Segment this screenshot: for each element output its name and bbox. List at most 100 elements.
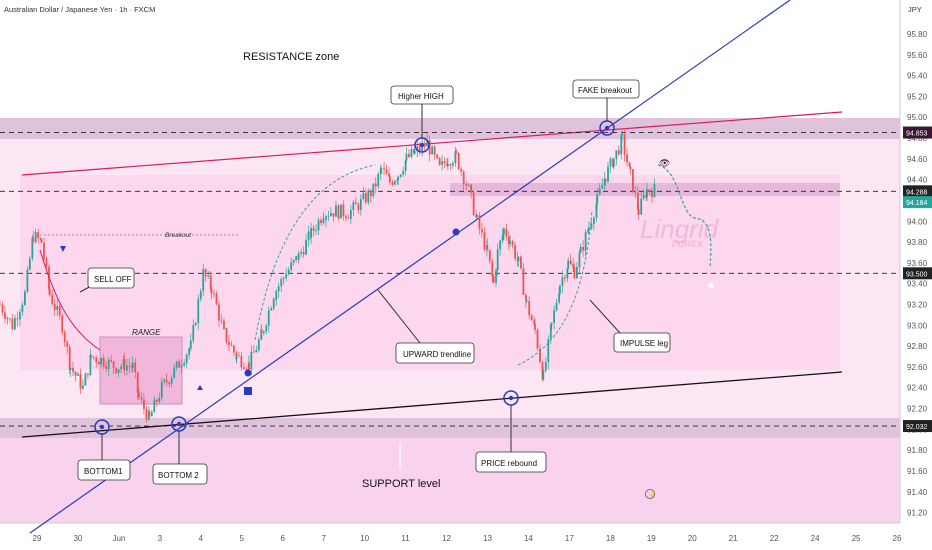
candle-body — [530, 315, 533, 321]
candle-body — [626, 154, 628, 163]
candle-body — [233, 345, 235, 353]
candle-body — [189, 340, 192, 349]
candle-body — [423, 143, 426, 147]
candle-body — [153, 399, 156, 413]
lightning-event-icon[interactable] — [645, 489, 655, 499]
candle-body — [509, 241, 512, 244]
candle-body — [472, 192, 475, 216]
candle-body — [183, 362, 186, 366]
annotation-sell-off: SELL OFF — [94, 275, 132, 284]
candle-body — [287, 270, 290, 274]
x-tick-label: 24 — [811, 534, 820, 543]
candle-body — [69, 367, 72, 370]
candle-body — [285, 273, 288, 277]
candle-body — [634, 191, 637, 193]
level-price-tag — [903, 420, 932, 433]
candle-body — [488, 249, 491, 262]
candle-body — [148, 410, 151, 417]
candle-body — [569, 260, 572, 265]
candle-body — [220, 320, 223, 322]
currency-label: JPY — [908, 5, 922, 14]
candle-body — [567, 260, 570, 269]
candle-body — [245, 368, 248, 370]
candle-body — [483, 232, 486, 250]
candle-body — [45, 258, 48, 267]
candle-body — [352, 202, 355, 210]
candle-body — [393, 181, 396, 185]
event-marker-icon[interactable] — [286, 107, 296, 117]
candle-body — [180, 365, 183, 368]
candle-body — [23, 291, 26, 305]
candle-body — [242, 367, 245, 369]
level-price-label: 93.500 — [906, 271, 928, 278]
candle-body — [501, 234, 504, 241]
y-tick-label: 94.40 — [907, 176, 928, 185]
candle-body — [572, 264, 575, 268]
candle-body — [257, 339, 260, 351]
y-tick-label: 91.80 — [907, 446, 928, 455]
lightning-glyph-icon: ⚡ — [648, 491, 655, 499]
candle-body — [465, 183, 468, 186]
candle-body — [128, 365, 131, 367]
x-tick-labels: 29 30 Jun 3 4 5 6 7 10 11 12 13 14 17 18 19 20 21 22 24 25 26 — [33, 534, 902, 543]
candle-body — [305, 239, 307, 255]
level-price-tag — [903, 267, 932, 280]
candle-body — [61, 315, 64, 333]
candle-body — [433, 146, 436, 155]
y-tick-label: 94.80 — [907, 134, 928, 143]
candle-body — [215, 293, 218, 305]
candle-body — [202, 278, 205, 292]
candle-body — [158, 397, 161, 402]
candle-body — [426, 140, 429, 147]
candle-body — [194, 323, 197, 326]
candle-body — [520, 256, 522, 269]
candle-body — [90, 354, 93, 357]
candle-body — [534, 324, 536, 330]
candle-body — [74, 371, 77, 376]
candle-body — [282, 277, 285, 280]
candle-body — [542, 370, 545, 380]
x-tick-label: 20 — [688, 534, 697, 543]
candle-body — [84, 373, 87, 386]
candle-body — [240, 355, 243, 368]
rally-arrow-1 — [254, 164, 376, 341]
candle-body — [250, 351, 253, 370]
candle-body — [237, 355, 240, 357]
candle-body — [112, 361, 115, 368]
candle-body — [53, 304, 56, 310]
annotation-labels: RESISTANCE zone Higher HIGH FAKE breakou… — [77, 51, 671, 490]
candle-body — [536, 329, 539, 349]
candle-body — [418, 146, 421, 151]
candle-body — [374, 183, 377, 187]
candle-body — [322, 218, 325, 221]
candle-body — [87, 373, 89, 376]
candle-body — [247, 362, 250, 370]
candle-body — [163, 379, 166, 382]
candle-body — [522, 268, 525, 295]
x-tick-label: 22 — [770, 534, 779, 543]
candle-body — [100, 358, 103, 365]
candle-body — [39, 238, 42, 240]
candle-body — [280, 279, 283, 287]
candle-body — [367, 190, 370, 203]
candle-body — [431, 146, 434, 155]
candle-body — [559, 285, 561, 294]
candle-body — [265, 325, 268, 332]
candle-body — [92, 356, 95, 358]
candle-body — [275, 291, 278, 300]
candle-body — [58, 306, 61, 316]
down-arrow-icon — [60, 246, 66, 252]
candle-body — [297, 253, 300, 260]
candle-body — [300, 252, 303, 254]
candle-body — [188, 348, 191, 355]
level-price-label: 94.288 — [906, 189, 928, 196]
candle-body — [325, 216, 327, 221]
candle-body — [37, 232, 40, 239]
candle-body — [604, 178, 607, 182]
x-tick-label: 18 — [606, 534, 615, 543]
candle-body — [436, 154, 439, 158]
level-price-label: 94.184 — [906, 200, 928, 207]
candle-body — [369, 190, 372, 197]
candle-body — [380, 168, 383, 170]
